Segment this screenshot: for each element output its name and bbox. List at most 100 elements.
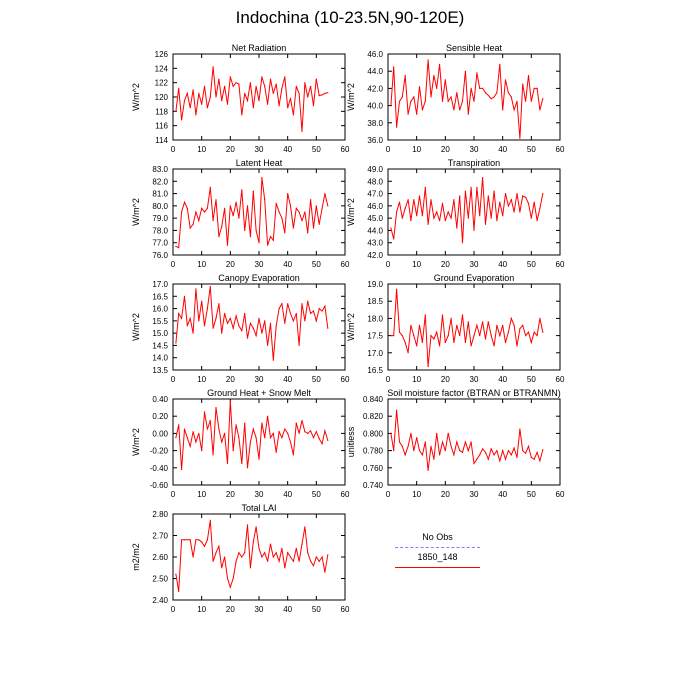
x-tick-label-transpiration: 40 — [498, 260, 507, 269]
y-tick-label-ground-heat-snow-melt: 0.40 — [152, 395, 168, 404]
data-point-total-lai — [252, 541, 254, 543]
data-point-sensible-heat — [439, 63, 441, 65]
data-point-total-lai — [232, 577, 234, 580]
data-point-ground-heat-snow-melt — [321, 443, 323, 445]
data-point-ground-heat-snow-melt — [312, 437, 315, 439]
y-tick-label-net-radiation: 120 — [155, 93, 169, 102]
data-point-canopy-evaporation — [209, 285, 211, 288]
data-point-sensible-heat — [476, 72, 478, 74]
data-point-total-lai — [201, 541, 203, 543]
y-tick-label-ground-heat-snow-melt: 0.00 — [152, 429, 168, 438]
series-line-latent-heat — [175, 177, 329, 249]
y-axis-label-canopy-evaporation: W/m^2 — [131, 313, 141, 341]
series-line-ground-evaporation — [390, 289, 544, 367]
data-point-sensible-heat — [456, 92, 458, 94]
x-tick-label-sensible-heat: 50 — [527, 145, 536, 154]
data-point-transpiration — [499, 201, 501, 203]
data-point-latent-heat — [241, 189, 243, 191]
data-point-canopy-evaporation — [261, 332, 263, 334]
data-point-canopy-evaporation — [287, 303, 289, 305]
y-tick-label-soil-moisture-factor-btran-or-btranmn: 0.840 — [363, 395, 384, 404]
data-point-soil-moisture-factor-btran-or-btranmn — [436, 432, 438, 434]
data-point-total-lai — [186, 539, 188, 541]
y-tick-label-latent-heat: 81.0 — [152, 190, 168, 199]
x-tick-label-transpiration: 0 — [386, 260, 391, 269]
data-point-soil-moisture-factor-btran-or-btranmn — [516, 456, 518, 459]
x-tick-label-ground-evaporation: 0 — [386, 375, 391, 384]
y-tick-label-total-lai: 2.40 — [152, 596, 168, 605]
data-point-net-radiation — [212, 66, 214, 68]
data-point-latent-heat — [307, 232, 309, 234]
data-point-soil-moisture-factor-btran-or-btranmn — [513, 447, 515, 449]
x-tick-label-latent-heat: 20 — [226, 260, 235, 269]
plot-frame-total-lai — [172, 513, 346, 601]
data-point-transpiration — [447, 211, 449, 213]
y-tick-label-soil-moisture-factor-btran-or-btranmn: 0.820 — [363, 412, 384, 421]
x-tick-label-total-lai: 50 — [312, 605, 321, 614]
data-point-soil-moisture-factor-btran-or-btranmn — [396, 409, 398, 411]
data-point-ground-evaporation — [527, 331, 530, 333]
data-point-transpiration — [453, 199, 455, 201]
data-point-total-lai — [206, 539, 208, 541]
x-tick-label-sensible-heat: 60 — [556, 145, 565, 154]
data-point-sensible-heat — [433, 74, 435, 77]
data-point-canopy-evaporation — [304, 320, 306, 322]
data-point-ground-evaporation — [484, 338, 487, 340]
data-point-transpiration — [493, 190, 495, 192]
data-point-latent-heat — [255, 229, 257, 231]
y-tick-label-ground-evaporation: 18.0 — [367, 314, 383, 323]
data-point-soil-moisture-factor-btran-or-btranmn — [525, 452, 527, 454]
data-point-net-radiation — [209, 96, 211, 98]
data-point-total-lai — [312, 565, 315, 567]
data-point-canopy-evaporation — [215, 317, 217, 319]
data-point-canopy-evaporation — [218, 303, 220, 305]
data-point-soil-moisture-factor-btran-or-btranmn — [433, 458, 435, 460]
y-tick-label-canopy-evaporation: 15.0 — [152, 329, 168, 338]
data-point-ground-evaporation — [490, 335, 492, 337]
data-point-ground-evaporation — [516, 345, 518, 347]
data-point-sensible-heat — [436, 87, 438, 89]
y-tick-label-transpiration: 46.0 — [367, 202, 383, 211]
data-point-transpiration — [436, 211, 438, 213]
data-point-sensible-heat — [424, 100, 426, 102]
data-point-ground-heat-snow-melt — [238, 437, 240, 439]
data-point-ground-evaporation — [530, 341, 532, 344]
data-point-net-radiation — [312, 105, 315, 107]
data-point-soil-moisture-factor-btran-or-btranmn — [484, 451, 487, 453]
panel-title-ground-heat-snow-melt: Ground Heat + Snow Melt — [207, 388, 311, 398]
data-point-soil-moisture-factor-btran-or-btranmn — [473, 462, 475, 465]
data-point-transpiration — [507, 205, 509, 207]
data-point-latent-heat — [318, 223, 320, 225]
data-point-ground-evaporation — [513, 324, 515, 326]
panel-title-latent-heat: Latent Heat — [236, 158, 283, 168]
data-point-ground-heat-snow-melt — [310, 430, 312, 432]
data-point-canopy-evaporation — [307, 300, 309, 302]
x-tick-label-ground-heat-snow-melt: 20 — [226, 490, 235, 499]
data-point-canopy-evaporation — [238, 325, 240, 327]
data-point-transpiration — [396, 211, 398, 213]
data-point-net-radiation — [246, 100, 249, 102]
data-point-soil-moisture-factor-btran-or-btranmn — [398, 441, 401, 443]
y-axis-label-total-lai: m2/m2 — [131, 543, 141, 571]
data-point-soil-moisture-factor-btran-or-btranmn — [404, 454, 406, 456]
data-point-total-lai — [195, 539, 197, 541]
data-point-ground-heat-snow-melt — [226, 462, 229, 465]
data-point-latent-heat — [215, 199, 217, 201]
data-point-ground-heat-snow-melt — [252, 428, 254, 430]
data-point-canopy-evaporation — [206, 308, 208, 310]
data-point-ground-evaporation — [507, 331, 509, 333]
data-point-ground-heat-snow-melt — [272, 432, 274, 434]
x-tick-label-soil-moisture-factor-btran-or-btranmn: 30 — [470, 490, 479, 499]
data-point-net-radiation — [318, 95, 320, 97]
data-point-net-radiation — [241, 114, 243, 116]
data-point-ground-heat-snow-melt — [192, 431, 194, 433]
data-point-ground-evaporation — [539, 317, 541, 319]
data-point-transpiration — [413, 199, 415, 201]
data-point-net-radiation — [215, 96, 217, 98]
data-point-net-radiation — [258, 100, 260, 102]
y-tick-label-sensible-heat: 38.0 — [367, 119, 383, 128]
data-point-ground-evaporation — [496, 324, 498, 326]
data-point-ground-evaporation — [427, 366, 429, 368]
data-point-transpiration — [393, 238, 395, 240]
data-point-sensible-heat — [453, 109, 455, 111]
